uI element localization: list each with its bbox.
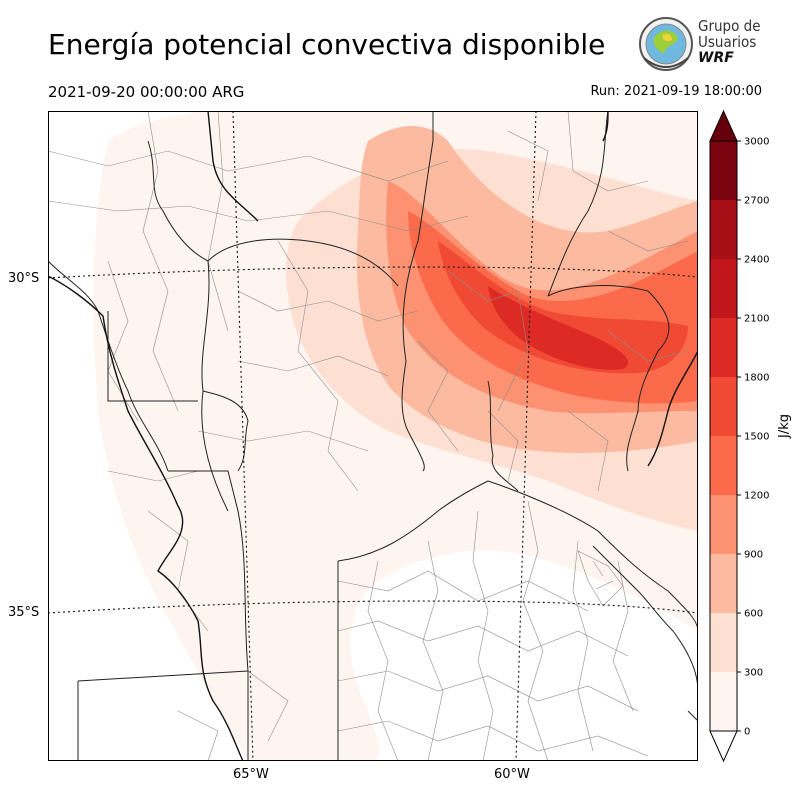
colorbar-tick-label: 3000 (744, 137, 769, 148)
valid-time: 2021-09-20 00:00:00 ARG (48, 83, 245, 101)
colorbar-tick-label: 2100 (744, 314, 769, 325)
run-time: Run: 2021-09-19 18:00:00 (590, 84, 762, 99)
colorbar-under-arrow (709, 730, 738, 763)
meridian-65w (232, 111, 254, 761)
colorbar-band (710, 554, 737, 613)
colorbar-band (710, 436, 737, 495)
wrf-logo: Grupo de Usuarios WRF (636, 14, 766, 74)
colorbar-tick-label: 0 (744, 727, 750, 738)
lat-label-35s: 35°S (8, 605, 40, 620)
province-boundaries (48, 111, 698, 761)
graticule (48, 111, 698, 761)
colorbar-band (710, 672, 737, 731)
map-frame (48, 111, 698, 761)
parallel-35s (48, 600, 698, 614)
colorbar-tick-label: 1500 (744, 432, 769, 443)
colorbar-tick-label: 300 (744, 668, 763, 679)
lon-label-65w: 65°W (233, 767, 269, 782)
cape-level-6 (488, 286, 629, 370)
colorbar-tick-label: 900 (744, 550, 763, 561)
meridian-60w (515, 111, 537, 761)
colorbar-band (710, 495, 737, 554)
page-title: Energía potencial convectiva disponible (48, 28, 606, 61)
logo-text-line1: Grupo de (698, 17, 761, 35)
colorbar-band (710, 613, 737, 672)
cape-level-5 (438, 241, 688, 374)
lat-label-30s: 30°S (8, 271, 40, 286)
colorbar-tick-label: 1800 (744, 373, 769, 384)
colorbar-band (710, 318, 737, 377)
colorbar-over-arrow (709, 109, 738, 142)
colorbar-band (710, 141, 737, 200)
colorbar-tick-label: 1200 (744, 491, 769, 502)
colorbar-tick-label: 2700 (744, 196, 769, 207)
parallel-30s (48, 266, 698, 279)
colorbar-tick-label: 600 (744, 609, 763, 620)
cape-map (48, 111, 698, 761)
colorbar-band (710, 377, 737, 436)
colorbar-band (710, 259, 737, 318)
partido-boundaries (337, 500, 649, 761)
logo-text-line2: Usuarios (698, 33, 757, 51)
globe-logo-icon (639, 17, 693, 71)
colorbar-tick-label: 2400 (744, 255, 769, 266)
colorbar: 0 300 600 900 1200 1500 1800 2100 2400 2700 3000 (709, 109, 769, 763)
coastline (592, 545, 698, 722)
logo-text-line3: WRF (698, 50, 734, 66)
colorbar-band (710, 200, 737, 259)
country-borders (48, 111, 698, 761)
colorbar-unit-label: J/kg (777, 414, 792, 438)
lon-label-60w: 60°W (494, 767, 530, 782)
